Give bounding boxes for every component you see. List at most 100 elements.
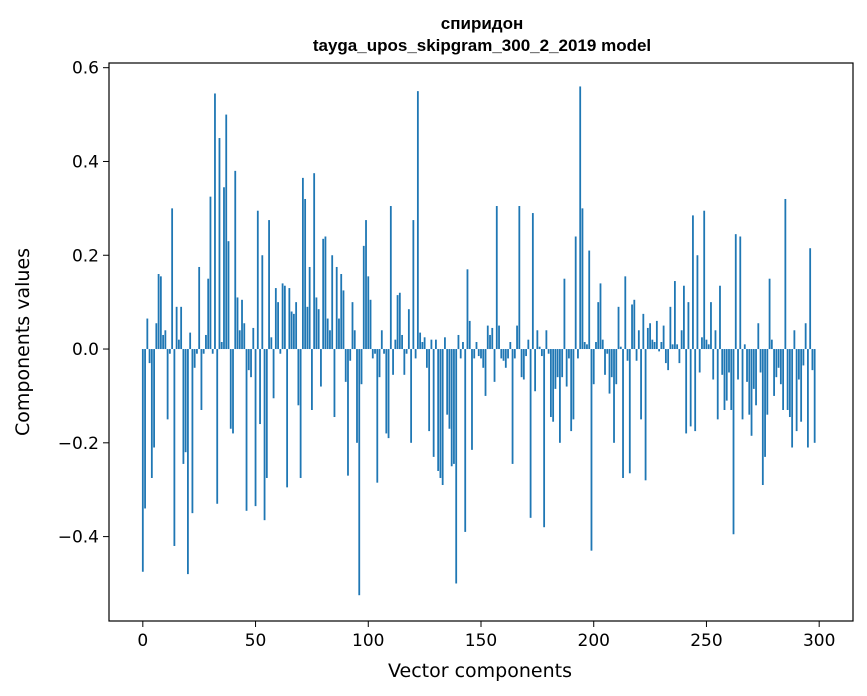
- bar: [317, 309, 320, 350]
- x-tick-label: 250: [690, 631, 722, 651]
- bar: [146, 318, 149, 350]
- bar: [333, 349, 336, 418]
- y-tick-label: 0.4: [72, 152, 99, 172]
- bar: [295, 302, 298, 350]
- bar: [353, 330, 356, 350]
- bar: [570, 349, 573, 432]
- bar: [615, 349, 618, 385]
- bar: [216, 349, 219, 504]
- bar: [238, 330, 241, 350]
- bar: [552, 349, 555, 422]
- bar: [813, 349, 816, 443]
- bar: [809, 248, 812, 350]
- bar: [777, 349, 780, 368]
- bar: [362, 245, 365, 350]
- bar: [365, 220, 367, 350]
- bar: [664, 349, 667, 364]
- bar: [159, 276, 162, 350]
- bar: [637, 330, 640, 350]
- bar: [290, 311, 293, 350]
- bar: [423, 337, 426, 350]
- bar: [520, 349, 523, 378]
- bar: [595, 342, 597, 350]
- bar: [710, 302, 712, 350]
- bar: [493, 349, 496, 382]
- bar: [784, 198, 787, 350]
- bar: [804, 323, 807, 350]
- bar: [694, 349, 697, 432]
- bar: [453, 349, 455, 464]
- bar: [728, 349, 730, 373]
- bar: [234, 170, 237, 350]
- bar: [250, 349, 252, 378]
- bar: [225, 114, 228, 350]
- bar: [502, 349, 505, 361]
- bar: [173, 349, 176, 546]
- bar: [545, 330, 548, 350]
- bar: [394, 339, 397, 350]
- bar: [299, 349, 302, 478]
- bar: [439, 349, 442, 478]
- bar: [495, 206, 498, 350]
- bar: [786, 349, 789, 410]
- bar: [543, 349, 546, 528]
- bar: [721, 349, 724, 375]
- bar: [633, 299, 636, 350]
- bar: [166, 349, 169, 420]
- bar: [556, 349, 559, 378]
- bar: [360, 349, 363, 385]
- bar: [385, 349, 388, 434]
- bar: [466, 269, 469, 350]
- bar: [155, 323, 158, 350]
- y-tick-label: −0.2: [58, 434, 99, 454]
- bar: [329, 330, 331, 350]
- bar: [144, 349, 146, 509]
- bar: [554, 349, 557, 389]
- x-axis-label: Vector components: [388, 660, 572, 682]
- bar: [202, 349, 205, 354]
- bar: [574, 236, 577, 350]
- bar: [455, 349, 458, 584]
- bar: [730, 349, 733, 410]
- bar: [759, 349, 762, 373]
- y-axis-label: Components values: [12, 248, 34, 436]
- bar: [610, 349, 613, 378]
- plot-frame: [108, 62, 854, 622]
- bar: [509, 342, 512, 350]
- bar: [180, 306, 183, 350]
- bar: [468, 320, 471, 350]
- bar: [259, 349, 261, 425]
- bar: [507, 349, 509, 359]
- x-tick-label: 100: [352, 631, 384, 651]
- bar: [671, 344, 674, 350]
- bar: [577, 349, 579, 359]
- bar: [457, 334, 460, 350]
- bar: [220, 342, 223, 350]
- bar: [383, 349, 385, 354]
- bar: [177, 339, 180, 350]
- bar: [673, 281, 676, 350]
- bar: [685, 349, 688, 434]
- bar: [184, 349, 187, 453]
- bar: [227, 241, 230, 350]
- bar: [164, 330, 167, 350]
- bar: [768, 278, 771, 350]
- bar: [272, 349, 275, 399]
- bar: [793, 330, 796, 350]
- y-tick-label: 0.2: [72, 246, 99, 266]
- bar: [504, 349, 507, 368]
- bar: [301, 177, 304, 350]
- bar: [522, 349, 525, 380]
- bar: [191, 349, 194, 514]
- bar: [723, 349, 726, 410]
- bar: [617, 306, 620, 350]
- bar: [739, 236, 742, 350]
- bar: [795, 349, 798, 432]
- bar: [737, 349, 739, 380]
- bar: [719, 285, 721, 350]
- bar: [676, 344, 679, 350]
- bar: [421, 342, 424, 350]
- bar: [511, 349, 514, 464]
- bar: [797, 349, 800, 380]
- bar: [286, 349, 289, 488]
